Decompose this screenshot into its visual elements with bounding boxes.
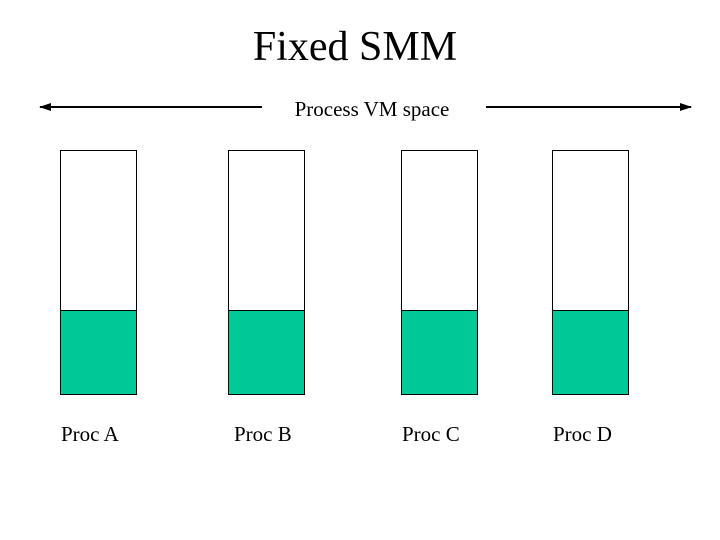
proc-a-shared-region bbox=[61, 310, 136, 394]
proc-c-memory-block bbox=[401, 150, 478, 395]
proc-b-memory-block bbox=[228, 150, 305, 395]
proc-a-label: Proc A bbox=[61, 422, 119, 446]
proc-d-label: Proc D bbox=[553, 422, 612, 446]
proc-c-label: Proc C bbox=[402, 422, 460, 446]
proc-c-shared-region bbox=[402, 310, 477, 394]
diagram-title: Fixed SMM bbox=[252, 24, 458, 70]
proc-a-memory-block bbox=[60, 150, 137, 395]
proc-d-memory-block bbox=[552, 150, 629, 395]
vm-space-label: Process VM space bbox=[294, 97, 450, 121]
proc-d-shared-region bbox=[553, 310, 628, 394]
proc-b-label: Proc B bbox=[234, 422, 292, 446]
proc-b-shared-region bbox=[229, 310, 304, 394]
